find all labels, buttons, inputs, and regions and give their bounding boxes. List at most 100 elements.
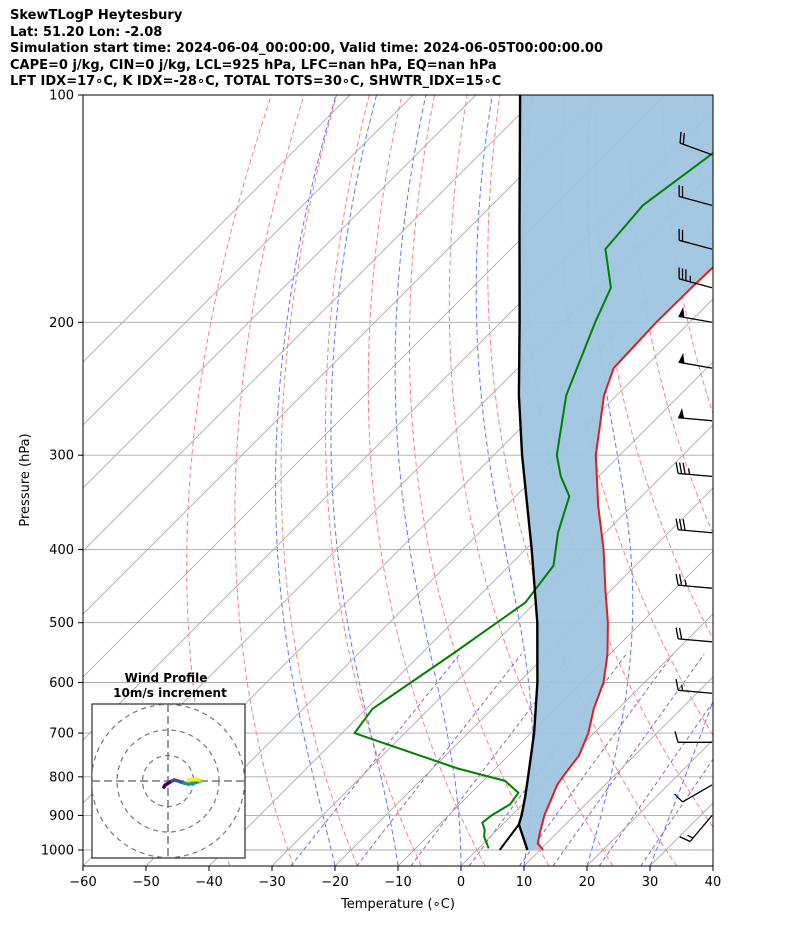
y-axis-label: Pressure (hPa) <box>18 433 33 526</box>
barb-staff <box>682 784 713 803</box>
barb-staff <box>678 584 713 589</box>
barb-staff <box>678 278 713 289</box>
x-tick-label: 40 <box>705 875 722 890</box>
barb-staff <box>678 417 713 422</box>
barb-full <box>682 132 685 145</box>
barb-staff <box>678 239 713 250</box>
x-tick-label: 10 <box>516 875 533 890</box>
barb-staff <box>678 195 713 206</box>
y-tick-label: 500 <box>49 616 74 631</box>
moist-adiabat <box>649 699 713 866</box>
y-tick-label: 600 <box>49 676 74 691</box>
plot-area <box>83 72 794 866</box>
wind-barb <box>678 228 713 250</box>
y-tick-label: 900 <box>49 809 74 824</box>
barb-staff <box>689 815 713 842</box>
barb-staff <box>678 689 713 694</box>
y-tick-label: 400 <box>49 543 74 558</box>
y-tick-label: 300 <box>49 449 74 464</box>
barb-full <box>680 72 681 83</box>
temperature-line <box>536 265 713 851</box>
isotherm <box>83 95 540 552</box>
chart-title-block: SkewTLogP Heytesbury Lat: 51.20 Lon: -2.… <box>10 8 790 91</box>
wind-barb <box>680 72 712 96</box>
barb-flag <box>678 352 685 364</box>
dry-adiabat <box>448 95 614 866</box>
x-tick-label: −10 <box>384 875 411 890</box>
simulation-time-line: Simulation start time: 2024-06-04_00:00:… <box>10 41 603 56</box>
barb-staff <box>678 529 713 534</box>
isotherm <box>460 613 713 866</box>
x-tick-label: 0 <box>457 875 465 890</box>
y-tick-label: 800 <box>49 770 74 785</box>
isotherm <box>83 95 477 489</box>
wind-profile-inset: Wind Profile 10m/s increment <box>91 671 246 859</box>
barb-full <box>675 573 679 586</box>
barb-staff <box>678 638 713 643</box>
barb-flag <box>678 307 685 318</box>
barb-staff <box>710 95 712 96</box>
parcel-line <box>517 95 539 851</box>
moist-adiabat <box>475 95 534 866</box>
barb-full <box>682 519 686 531</box>
y-tick-label: 1000 <box>41 844 74 859</box>
barb-full <box>674 731 679 743</box>
mixing-ratio-line <box>356 653 522 866</box>
inset-subtitle: 10m/s increment <box>113 686 227 700</box>
isotherm <box>712 865 713 866</box>
dewpoint-line <box>353 151 713 849</box>
isotherm <box>397 550 713 866</box>
surface-parcel-segment <box>498 823 520 851</box>
dry-adiabat <box>409 95 550 866</box>
mixing-ratio-line <box>518 653 674 866</box>
wind-barb <box>679 815 713 843</box>
wind-barb <box>673 784 713 803</box>
dry-adiabat <box>761 95 794 866</box>
barb-full <box>678 627 683 640</box>
barb-flag <box>678 408 685 419</box>
x-tick-label: −40 <box>195 875 222 890</box>
isotherm <box>334 487 713 866</box>
inset-title: Wind Profile <box>125 671 208 685</box>
barb-full <box>683 73 684 84</box>
y-tick-label: 700 <box>49 727 74 742</box>
wind-barb <box>675 518 713 534</box>
cape-cin-line: CAPE=0 j/kg, CIN=0 j/kg, LCL=925 hPa, LF… <box>10 57 497 73</box>
x-tick-label: −30 <box>258 875 285 890</box>
isotherm <box>83 95 603 615</box>
mixing-ratio-line <box>552 653 705 866</box>
cin-shading <box>518 95 713 850</box>
wind-barb <box>678 185 713 206</box>
x-tick-label: −60 <box>69 875 96 890</box>
hodograph-ring <box>92 704 245 858</box>
barb-full <box>675 678 679 691</box>
wind-barb <box>675 678 713 694</box>
wind-barb <box>674 731 712 743</box>
x-tick-label: −20 <box>321 875 348 890</box>
wind-barb <box>675 462 713 478</box>
isotherm <box>83 95 414 426</box>
location-line: Lat: 51.20 Lon: -2.08 <box>10 24 163 40</box>
wind-barb <box>679 131 713 156</box>
barb-staff <box>679 142 713 156</box>
barb-full <box>675 462 679 474</box>
wind-barb <box>675 627 713 643</box>
barb-full <box>673 793 684 803</box>
dry-adiabat <box>186 95 272 866</box>
x-axis-label: Temperature (∘C) <box>340 897 455 912</box>
dry-adiabat <box>325 95 422 866</box>
moist-adiabat <box>275 95 337 866</box>
barb-staff <box>678 472 713 478</box>
wind-barb <box>678 408 713 422</box>
barb-full <box>675 627 679 639</box>
wind-barb <box>678 307 713 323</box>
moist-adiabat <box>712 864 713 866</box>
isotherm <box>83 95 351 363</box>
barb-full <box>675 518 679 530</box>
barb-full <box>678 462 683 474</box>
wind-barb <box>678 267 713 289</box>
dry-adiabat <box>728 95 794 866</box>
barb-half <box>687 834 694 839</box>
y-tick-label: 200 <box>49 316 74 331</box>
